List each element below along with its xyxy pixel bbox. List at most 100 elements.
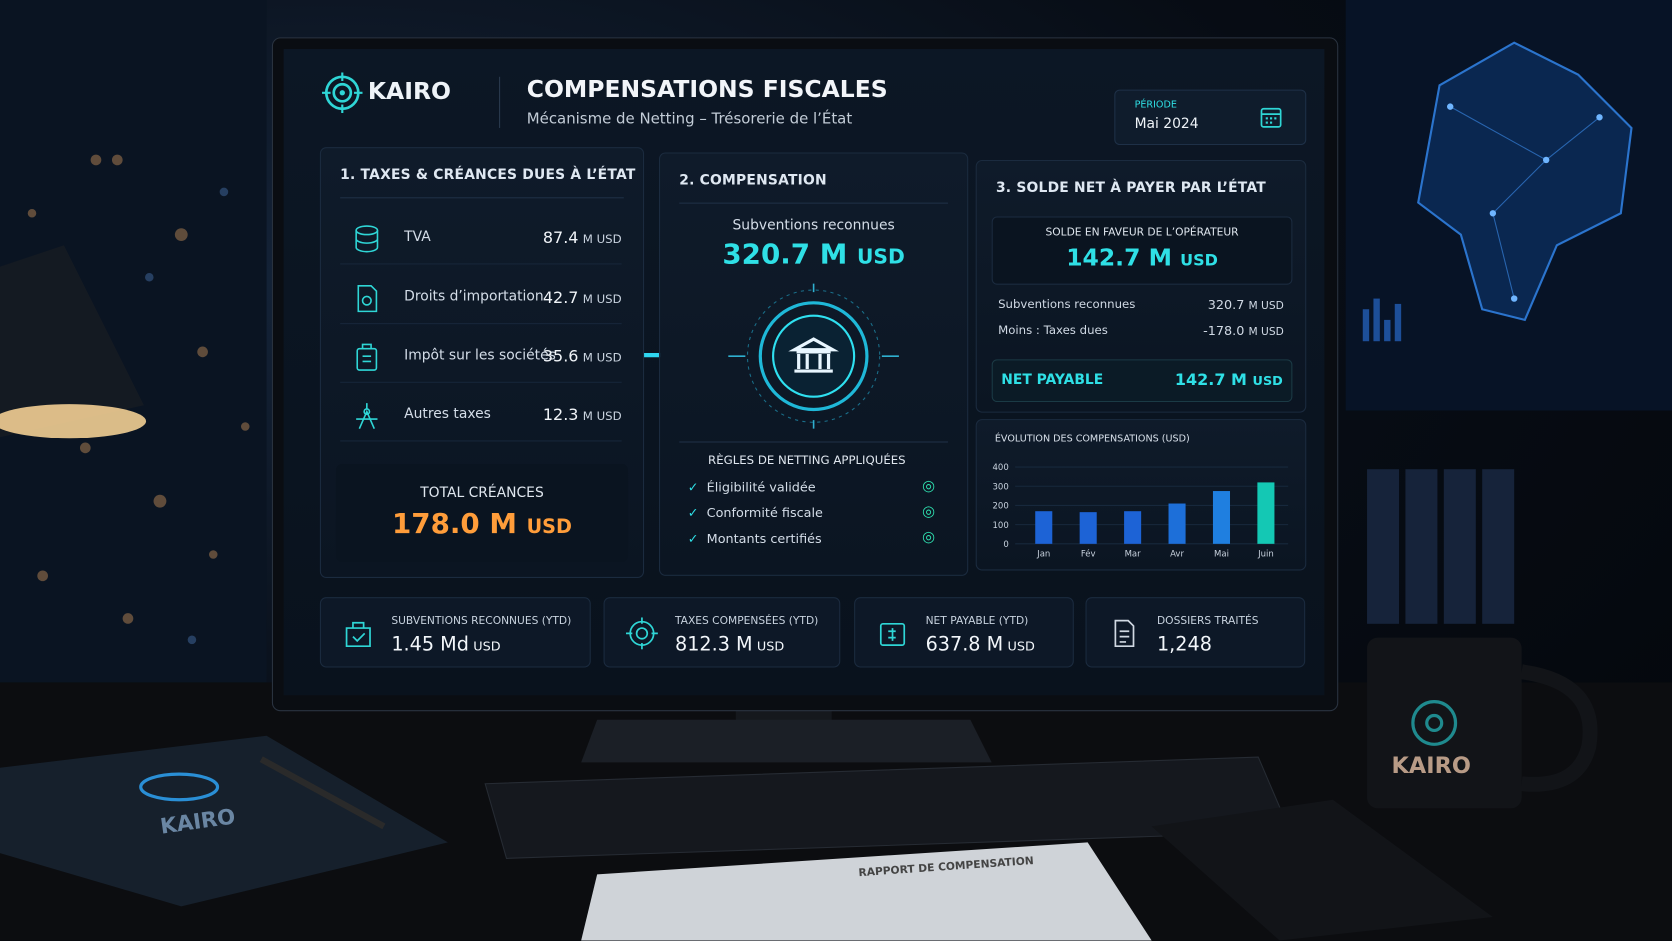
x-tick-label: Mar	[1125, 550, 1142, 560]
tax-unit: M USD	[582, 350, 622, 365]
rule: ✓ Conformité fiscale ◎	[687, 503, 936, 521]
kpi-amount: 812.3 M	[674, 633, 753, 656]
chart: ÉVOLUTION DES COMPENSATIONS (USD) 0 100 20…	[992, 432, 1289, 560]
kpi-card: SUBVENTIONS RECONNUES (YTD) 1.45 Md USD	[319, 597, 591, 668]
tax-icon	[356, 403, 378, 429]
kpi-card: TAXES COMPENSÉES (YTD) 812.3 M USD	[603, 597, 841, 668]
tax-label: TVA	[404, 229, 431, 246]
rules: ✓ Éligibilité validée ◎ ✓ Conformité fisc…	[687, 477, 936, 557]
rule: ✓ Éligibilité validée ◎	[687, 477, 936, 495]
tax-label: Autres taxes	[404, 406, 491, 423]
subtitle: Mécanisme de Netting – Trésorerie de l’É…	[526, 110, 853, 128]
rule-label: Conformité fiscale	[706, 505, 823, 521]
divider	[499, 76, 501, 128]
netting-hub	[728, 283, 899, 429]
total-amount: 178.0 M	[391, 508, 517, 541]
tax-row: TVA 87.4 M USD	[340, 214, 622, 265]
tax-row: Droits d’importation 42.7 M USD	[340, 274, 622, 325]
chart-panel: ÉVOLUTION DES COMPENSATIONS (USD) 0 100 20…	[975, 419, 1307, 571]
tax-icon	[355, 225, 379, 253]
balance-label: SOLDE EN FAVEUR DE L’OPÉRATEUR	[1045, 227, 1239, 239]
net-balance-panel: 3. SOLDE NET À PAYER PAR L’ÉTAT SOLDE EN…	[975, 159, 1307, 413]
row-amount: -178.0	[1203, 323, 1245, 339]
kpi-unit: USD	[473, 638, 501, 654]
bar	[1257, 482, 1275, 544]
total-box: TOTAL CRÉANCES 178.0 M USD	[335, 463, 629, 562]
tax-amount: 87.4	[542, 228, 579, 248]
tax-label: Droits d’importation	[404, 288, 544, 305]
y-tick-label: 200	[992, 502, 1008, 512]
balance-amount: 142.7 M	[1066, 245, 1172, 272]
rule-label: Éligibilité validée	[706, 479, 816, 495]
separator	[679, 441, 948, 443]
chart-title: ÉVOLUTION DES COMPENSATIONS (USD)	[995, 432, 1190, 444]
kpi-card: NET PAYABLE (YTD) 637.8 M USD	[854, 597, 1074, 668]
y-tick-label: 100	[992, 521, 1008, 531]
kpi-icon	[879, 622, 906, 646]
subsidies-amount: 320.7 M	[722, 238, 848, 271]
kpi-icon	[1114, 619, 1135, 648]
row-unit: M USD	[1248, 300, 1284, 313]
x-tick-label: Mai	[1214, 550, 1229, 560]
row-label: Subventions reconnues	[998, 297, 1136, 312]
subsidies-label: Subventions reconnues	[732, 217, 895, 234]
bar	[1212, 491, 1231, 544]
bar	[1079, 512, 1097, 544]
net-unit: USD	[1252, 373, 1283, 389]
kpi-unit: USD	[1007, 638, 1035, 654]
tax-unit: M USD	[582, 292, 622, 307]
kpi-label: NET PAYABLE (YTD)	[925, 615, 1029, 628]
period-box[interactable]: PÉRIODE Mai 2024	[1114, 89, 1307, 146]
x-tick-label: Juin	[1257, 550, 1274, 560]
mug-brand: KAIRO	[1391, 752, 1471, 779]
balance-unit: USD	[1180, 250, 1218, 270]
tax-icon	[357, 284, 378, 313]
subsidies-unit: USD	[856, 245, 905, 269]
kpi-label: DOSSIERS TRAITÉS	[1156, 615, 1259, 628]
logo	[322, 72, 363, 114]
tax-row: Impôt sur les sociétés 35.6 M USD	[340, 333, 622, 383]
bar	[1035, 511, 1053, 544]
kpi-icon	[625, 617, 658, 650]
bar	[1124, 511, 1142, 544]
x-tick-label: Jan	[1036, 550, 1050, 560]
tax-icon	[356, 343, 378, 371]
panel-title: 2. COMPENSATION	[679, 172, 827, 189]
tax-unit: M USD	[582, 232, 622, 247]
y-tick-label: 300	[992, 482, 1008, 492]
period: Mai 2024	[1134, 116, 1199, 133]
balance-row: Subventions reconnues 320.7 M USD	[998, 298, 1284, 321]
balance-row: Moins : Taxes dues -178.0 M USD	[998, 323, 1284, 346]
kpi-card: DOSSIERS TRAITÉS 1,248	[1085, 597, 1306, 668]
y-tick-label: 400	[992, 463, 1008, 473]
rules-title: RÈGLES DE NETTING APPLIQUÉES	[708, 453, 906, 468]
kpi-label: TAXES COMPENSÉES (YTD)	[674, 615, 819, 628]
row-label: Moins : Taxes dues	[998, 323, 1108, 337]
kpi-amount: 1.45 Md	[391, 633, 469, 656]
kpi-amount: 637.8 M	[925, 633, 1004, 656]
x-tick-label: Avr	[1170, 550, 1184, 560]
rule-label: Montants certifiés	[706, 531, 822, 546]
balance-box: SOLDE EN FAVEUR DE L’OPÉRATEUR 142.7 M U…	[991, 216, 1293, 285]
x-tick-label: Fév	[1081, 549, 1096, 560]
net-label: NET PAYABLE	[1001, 372, 1104, 389]
period-label: PÉRIODE	[1134, 100, 1177, 111]
y-tick-label: 0	[1003, 540, 1008, 550]
bar	[1168, 503, 1186, 544]
tax-unit: M USD	[582, 409, 622, 424]
kpi-amount: 1,248	[1156, 633, 1212, 656]
brand: KAIRO	[367, 78, 451, 106]
panel-title: 3. SOLDE NET À PAYER PAR L’ÉTAT	[995, 180, 1266, 197]
rule: ✓ Montants certifiés ◎	[687, 528, 936, 546]
separator	[340, 197, 624, 199]
total-label: TOTAL CRÉANCES	[420, 485, 544, 502]
kpi-unit: USD	[756, 638, 785, 654]
tax-amount: 12.3	[542, 405, 579, 425]
tax-amount: 42.7	[542, 287, 579, 308]
panel-title: 1. TAXES & CRÉANCES DUES À L’ÉTAT	[340, 167, 636, 184]
title: COMPENSATIONS FISCALES	[526, 76, 888, 104]
tax-amount: 35.6	[542, 346, 579, 366]
kpi-icon	[345, 621, 371, 648]
